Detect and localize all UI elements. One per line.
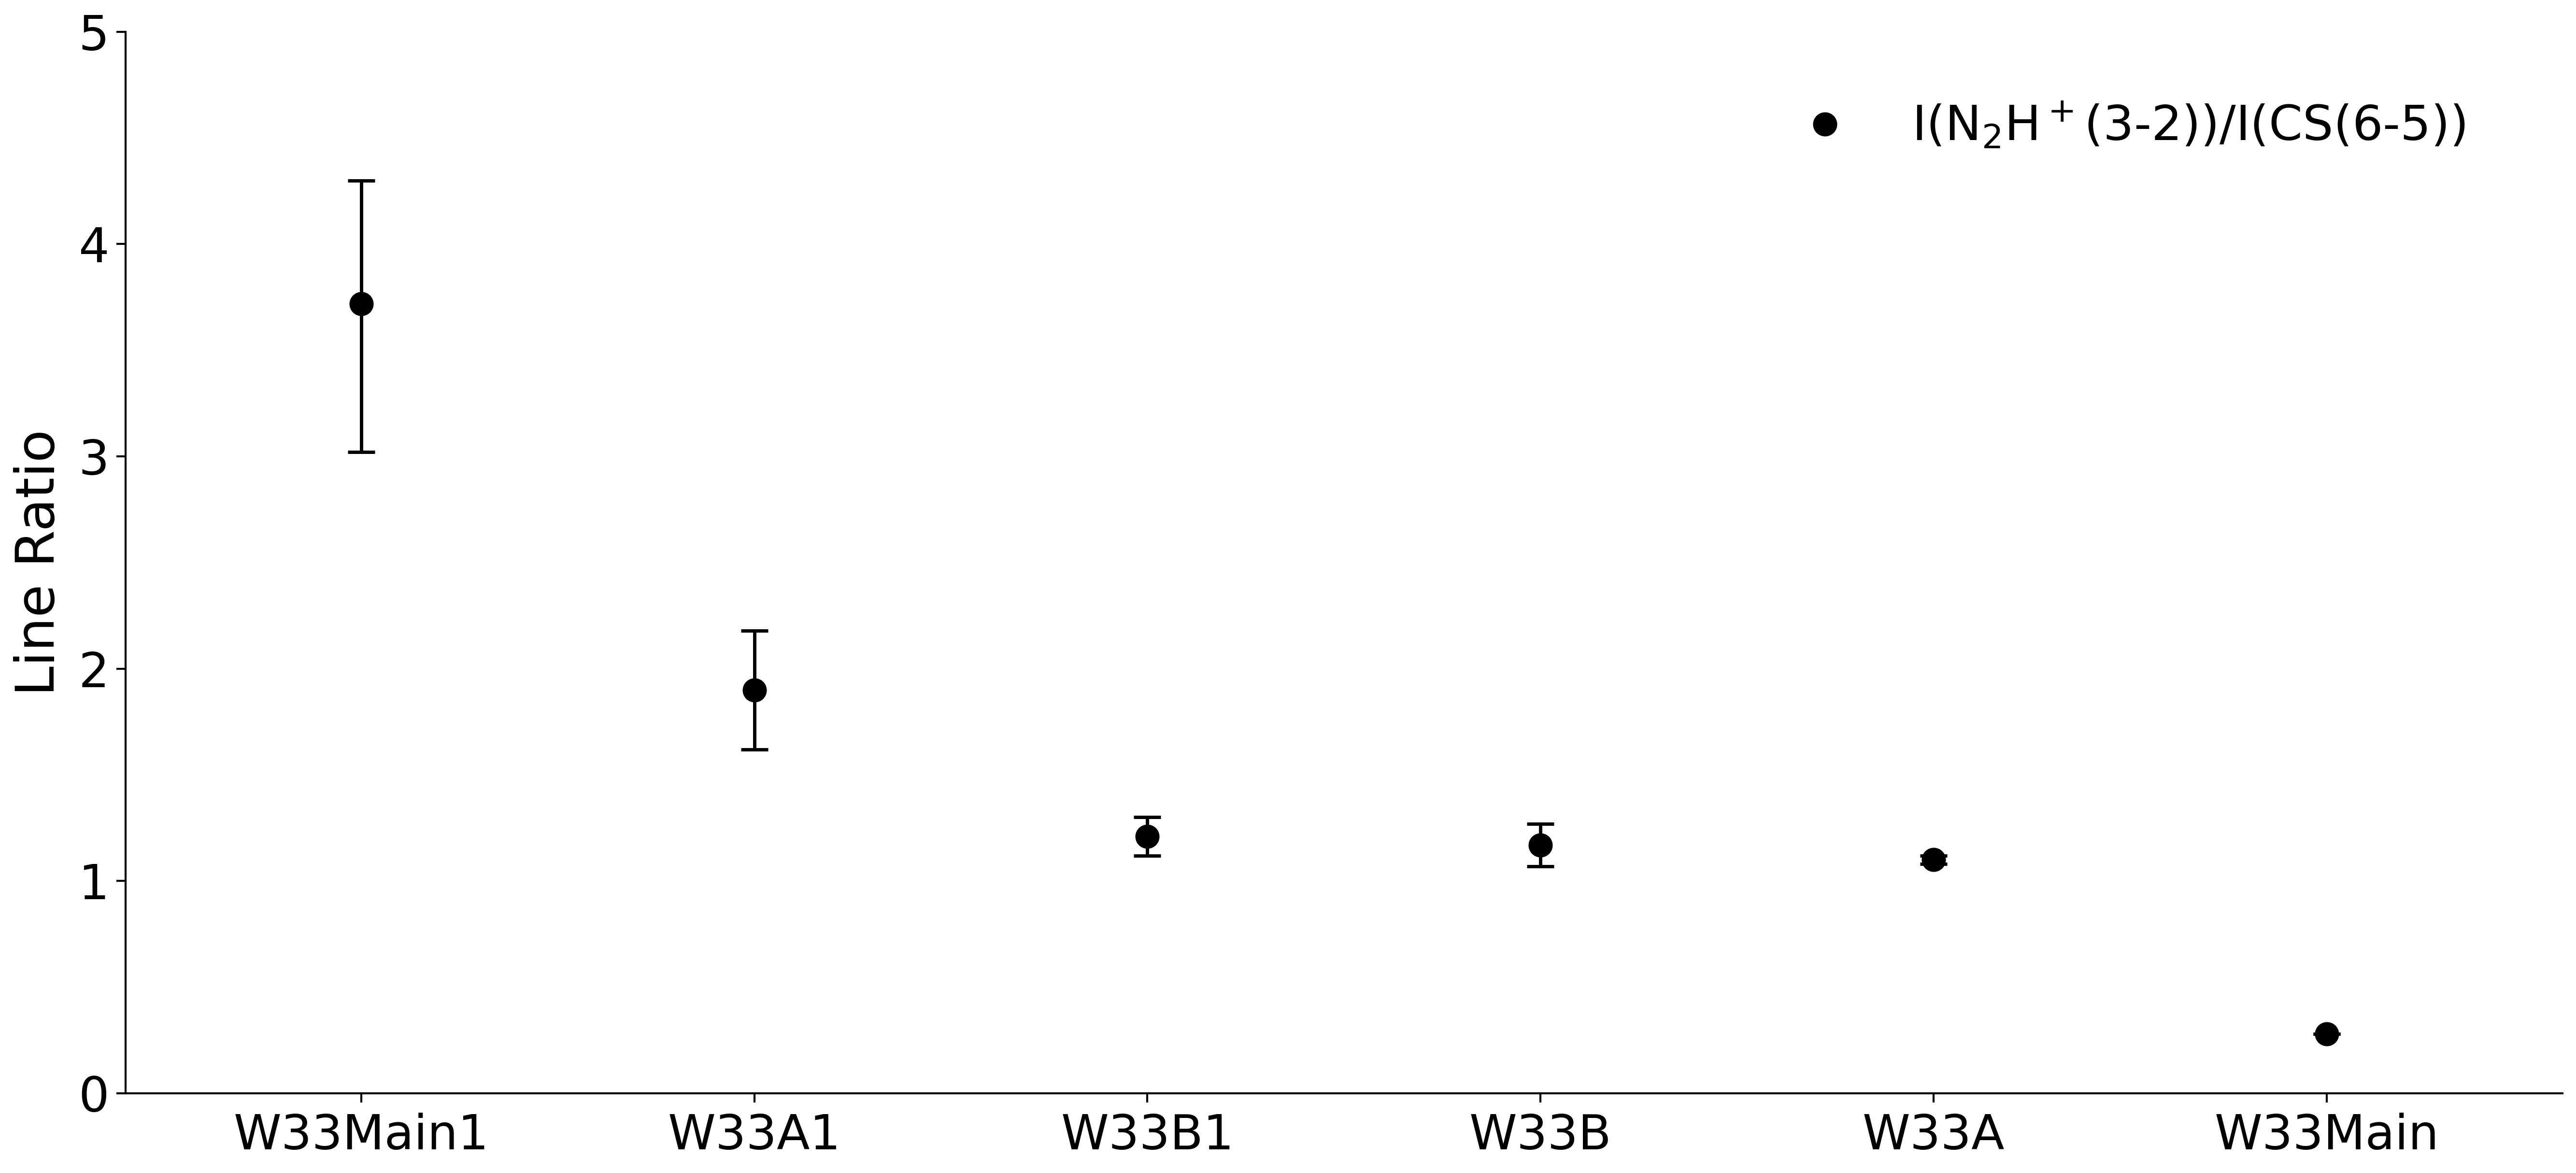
Legend: I(N$_2$H$^+$(3-2))/I(CS(6-5)): I(N$_2$H$^+$(3-2))/I(CS(6-5)) — [1752, 77, 2488, 175]
Y-axis label: Line Ratio: Line Ratio — [13, 429, 64, 696]
